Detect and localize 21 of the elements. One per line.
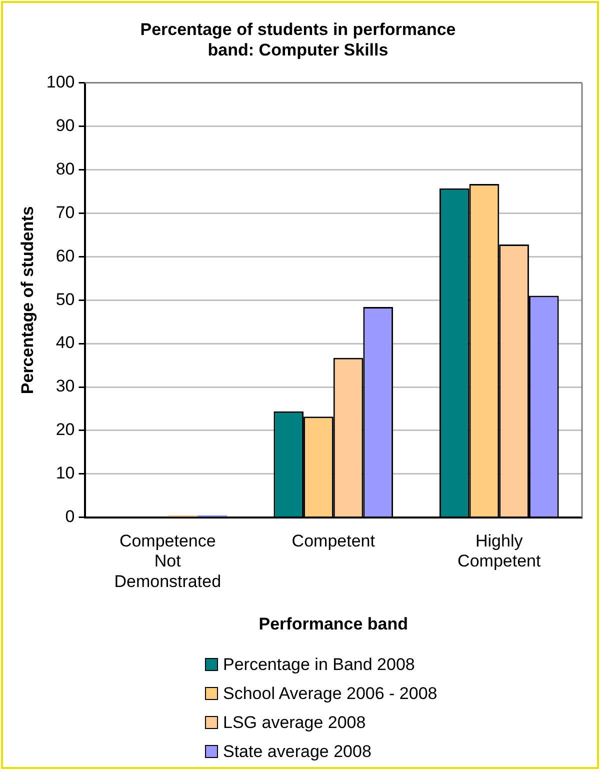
legend-label: LSG average 2008 (223, 712, 366, 732)
y-tick-label: 60 (56, 246, 75, 266)
chart-title: Percentage of students in performance band: Computer Skills (140, 20, 456, 60)
legend-label: School Average 2006 - 2008 (223, 684, 438, 704)
x-axis-title: Performance band (258, 614, 408, 634)
y-tick-label: 30 (56, 376, 75, 396)
y-tick-label: 10 (56, 464, 75, 483)
x-tick-label: Competent (292, 531, 376, 550)
y-tick-label: 80 (56, 159, 75, 178)
x-tick-label: Highly Competent (458, 531, 541, 571)
y-tick-label: 40 (56, 333, 75, 352)
y-tick-label: 100 (46, 72, 75, 92)
y-tick-label: 50 (56, 290, 75, 309)
y-tick-label: 70 (56, 202, 75, 222)
y-axis-title: Percentage of students (18, 206, 37, 394)
y-tick-label: 0 (65, 507, 75, 526)
legend-label: Percentage in Band 2008 (223, 654, 415, 674)
y-tick-label: 90 (56, 116, 75, 135)
y-tick-label: 20 (56, 420, 75, 440)
x-tick-label: Competence Not Demonstrated (114, 531, 222, 592)
legend-label: State average 2008 (223, 742, 372, 762)
